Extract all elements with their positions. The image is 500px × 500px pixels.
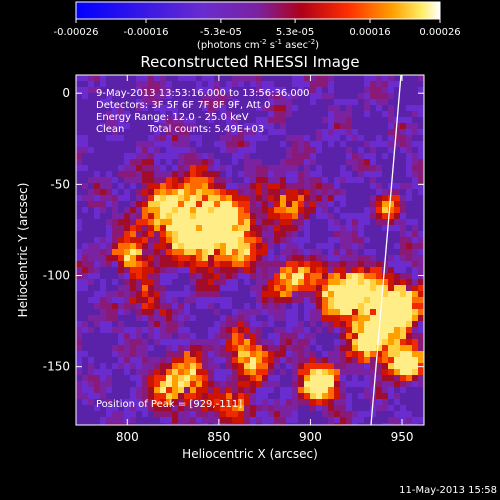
colorbar-tick-label: -5.3e-05 — [200, 27, 242, 38]
colorbar-units-label: (photons cm-2 s-1 asec-2) — [197, 38, 319, 51]
heatmap-image — [76, 75, 424, 425]
y-tick-label: 0 — [62, 86, 70, 100]
y-tick-label: -150 — [43, 360, 70, 374]
x-tick-label: 900 — [299, 430, 322, 444]
footer-timestamp: 11-May-2013 15:58 — [399, 485, 497, 496]
plot-frame — [75, 74, 425, 426]
x-tick-label: 850 — [207, 430, 230, 444]
colorbar-tick-label: 5.3e-05 — [276, 27, 314, 38]
y-tick-label: -100 — [43, 269, 70, 283]
x-tick-label: 950 — [391, 430, 414, 444]
solar-limb-line — [370, 75, 402, 425]
annotation-energy-range: Energy Range: 12.0 - 25.0 keV — [96, 112, 249, 123]
colorbar-ticks: -0.00026 -0.00016 -5.3e-05 5.3e-05 0.00016 0.… — [54, 19, 461, 38]
annotation-time-range: 9-May-2013 13:53:16.000 to 13:56:36.000 — [96, 88, 309, 99]
annotation-clean: Clean — [96, 124, 124, 135]
x-axis-ticks: 800 850 900 950 — [116, 75, 414, 444]
colorbar-tick-label: 0.00026 — [419, 27, 460, 38]
colorbar-tick-label: 0.00016 — [349, 27, 390, 38]
colorbar: -0.00026 -0.00016 -5.3e-05 5.3e-05 0.00016 0.… — [54, 1, 461, 51]
annotation-detectors: Detectors: 3F 5F 6F 7F 8F 9F, Att 0 — [96, 100, 270, 111]
annotation-total-counts: Total counts: 5.49E+03 — [147, 124, 264, 135]
chart-title: Reconstructed RHESSI Image — [140, 53, 359, 71]
x-axis-label: Heliocentric X (arcsec) — [182, 447, 318, 461]
x-tick-label: 800 — [116, 430, 139, 444]
annotation-block: 9-May-2013 13:53:16.000 to 13:56:36.000 … — [96, 88, 309, 135]
peak-position-label: Position of Peak = [929,-111] — [96, 399, 242, 410]
colorbar-tick-label: -0.00016 — [124, 27, 169, 38]
y-tick-label: -50 — [50, 177, 70, 191]
y-axis-label: Heliocentric Y (arcsec) — [16, 183, 30, 318]
colorbar-tick-label: -0.00026 — [54, 27, 99, 38]
colorbar-gradient — [75, 1, 441, 20]
y-axis-ticks: 0 -50 -100 -150 — [43, 86, 424, 374]
